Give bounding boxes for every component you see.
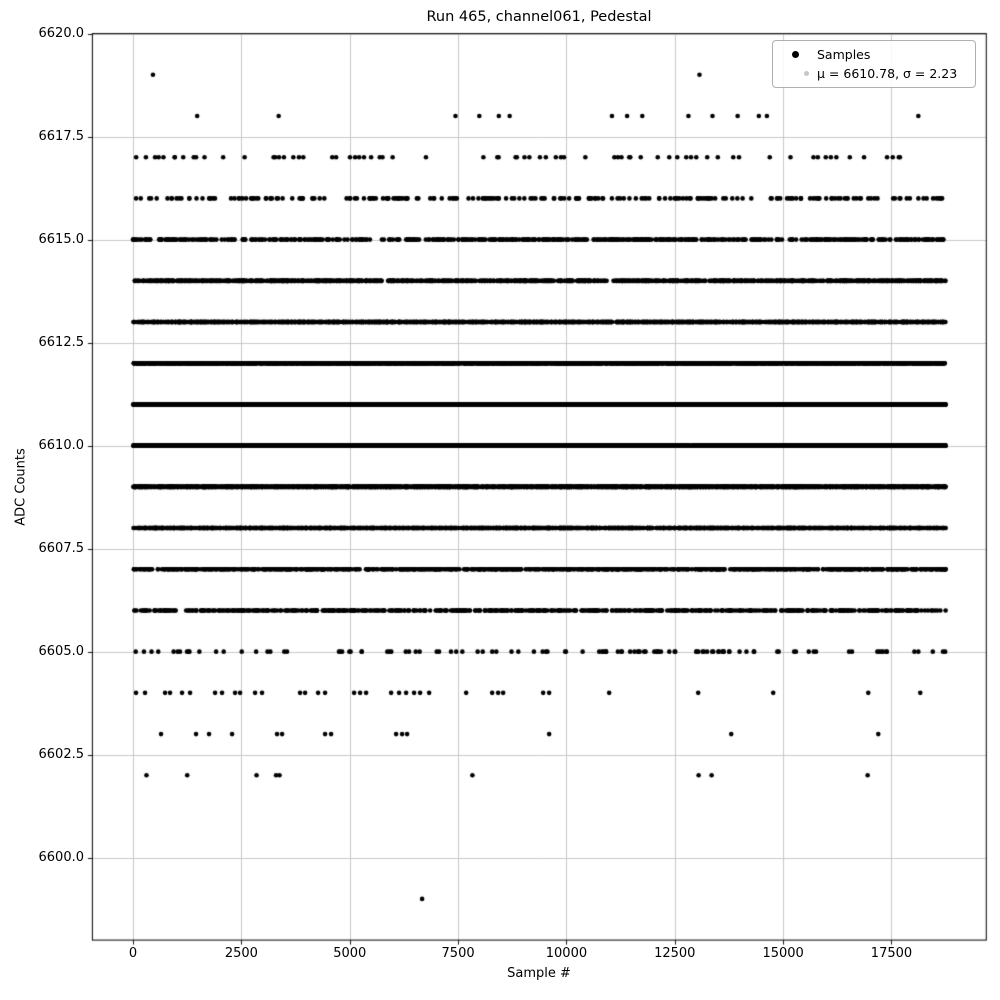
legend-samples-label: Samples [817, 47, 871, 62]
x-axis-label: Sample # [507, 966, 571, 981]
y-axis-label: ADC Counts [13, 448, 29, 526]
x-tick-label: 5000 [333, 946, 367, 961]
y-tick-label: 6620.0 [38, 25, 85, 41]
legend-stats-label: μ = 6610.78, σ = 2.23 [817, 66, 958, 81]
y-tick-label: 6617.5 [38, 128, 85, 144]
legend-entry-stats: μ = 6610.78, σ = 2.23 [773, 64, 967, 83]
y-tick-label: 6607.5 [38, 540, 85, 556]
chart-title: Run 465, channel061, Pedestal [426, 9, 652, 25]
y-tick-label: 6602.5 [38, 746, 85, 762]
legend: Samples μ = 6610.78, σ = 2.23 [772, 40, 976, 88]
x-tick-label: 17500 [870, 946, 913, 961]
x-tick-label: 15000 [762, 946, 804, 961]
legend-entry-samples: Samples [773, 45, 967, 64]
y-tick-label: 6605.0 [38, 643, 85, 659]
y-tick-label: 6610.0 [38, 437, 85, 453]
x-tick-label: 2500 [224, 946, 258, 961]
y-tick-label: 6600.0 [38, 849, 85, 865]
x-tick-label: 12500 [654, 946, 696, 961]
x-tick-label: 0 [128, 946, 138, 961]
mean-marker-icon [804, 71, 809, 76]
samples-marker-icon [791, 51, 799, 58]
x-tick-label: 7500 [441, 946, 475, 961]
x-tick-label: 10000 [545, 946, 588, 961]
y-tick-label: 6612.5 [38, 334, 85, 350]
y-tick-label: 6615.0 [38, 231, 85, 247]
